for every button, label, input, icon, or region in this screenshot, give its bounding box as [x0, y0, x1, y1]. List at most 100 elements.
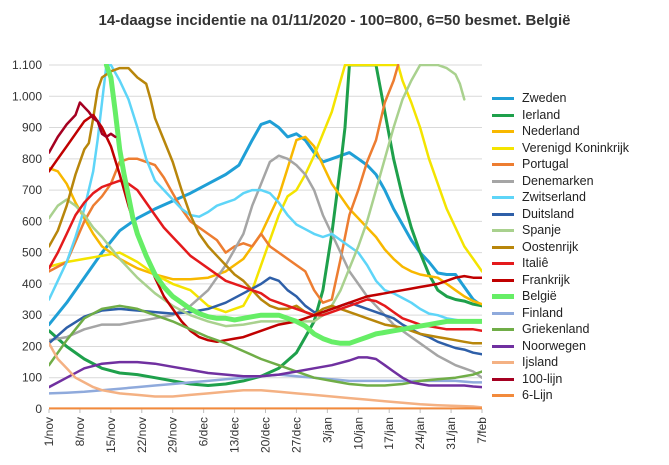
- legend-item-100-lijn: 100-lijn: [492, 371, 667, 388]
- legend-label: Griekenland: [522, 322, 590, 336]
- legend-swatch: [492, 245, 514, 249]
- legend-swatch: [492, 394, 514, 397]
- x-tick-label: 6/dec: [197, 417, 211, 446]
- legend-swatch: [492, 146, 514, 150]
- y-tick-label: 300: [22, 308, 42, 322]
- series-line-verenigd-koninkrijk: [49, 64, 482, 314]
- legend-label: Verenigd Koninkrijk: [522, 140, 630, 155]
- legend-swatch: [492, 262, 514, 265]
- legend-item-oostenrijk: Oostenrijk: [492, 239, 667, 256]
- legend-swatch: [492, 163, 514, 166]
- legend-item-frankrijk: Frankrijk: [492, 272, 667, 289]
- legend-swatch: [492, 179, 514, 183]
- legend-swatch: [492, 229, 514, 232]
- legend-label: 6-Lijn: [522, 388, 553, 402]
- series-line-100-lijn: [49, 101, 117, 154]
- legend-label: Ierland: [522, 107, 561, 122]
- x-tick-label: 17/jan: [382, 417, 396, 450]
- y-tick-label: 600: [22, 214, 42, 228]
- series-line-ierland: [49, 64, 482, 387]
- x-tick-label: 31/jan: [444, 417, 458, 450]
- x-tick-label: 3/jan: [320, 417, 334, 443]
- legend-label: Zweden: [522, 91, 567, 105]
- legend-label: Oostenrijk: [522, 239, 579, 254]
- legend-label: Denemarken: [522, 173, 594, 188]
- x-tick-label: 10/jan: [351, 417, 365, 450]
- legend-label: Duitsland: [522, 206, 575, 221]
- legend-item-zweden: Zweden: [492, 90, 667, 107]
- series-line-spanje: [49, 64, 466, 328]
- legend-item-denemarken: Denemarken: [492, 173, 667, 190]
- legend-item-6-lijn: 6-Lijn: [492, 387, 667, 404]
- series-line-noorwegen: [49, 356, 482, 389]
- legend-swatch: [492, 97, 514, 100]
- legend-label: 100-lijn: [522, 371, 563, 386]
- legend-swatch: [492, 311, 514, 315]
- series-line-belgi-: [103, 64, 482, 346]
- x-tick-label: 13/dec: [228, 417, 242, 453]
- legend-label: Finland: [522, 305, 563, 320]
- chart-title: 14-daagse incidentie na 01/11/2020 - 100…: [98, 12, 571, 29]
- x-tick-label: 7/feb: [475, 417, 489, 444]
- chart-legend: Zweden Ierland Nederland Verenigd Koninkrij…: [492, 90, 667, 404]
- legend-label: Frankrijk: [522, 272, 570, 287]
- legend-item-noorwegen: Noorwegen: [492, 338, 667, 355]
- x-tick-label: 20/dec: [259, 417, 273, 453]
- x-tick-label: 24/jan: [413, 417, 427, 450]
- legend-swatch: [492, 361, 514, 364]
- legend-item-verenigd-koninkrijk: Verenigd Koninkrijk: [492, 140, 667, 157]
- series-line-nederland: [49, 135, 482, 306]
- y-tick-label: 500: [22, 246, 42, 260]
- legend-swatch: [492, 130, 514, 133]
- series-line-denemarken: [49, 154, 482, 379]
- legend-swatch: [492, 344, 514, 348]
- y-tick-label: 100: [22, 371, 42, 385]
- legend-swatch: [492, 278, 514, 282]
- legend-swatch: [492, 294, 514, 299]
- series-line-frankrijk: [49, 113, 482, 344]
- y-tick-label: 200: [22, 339, 42, 353]
- y-tick-label: 700: [22, 183, 42, 197]
- legend-item-ierland: Ierland: [492, 107, 667, 124]
- series-group: [49, 64, 482, 410]
- legend-item-zwitserland: Zwitserland: [492, 189, 667, 206]
- legend-item-duitsland: Duitsland: [492, 206, 667, 223]
- legend-swatch: [492, 328, 514, 331]
- legend-item-portugal: Portugal: [492, 156, 667, 173]
- legend-item-itali-: Italiê: [492, 255, 667, 272]
- legend-item-ijsland: Ijsland: [492, 354, 667, 371]
- x-tick-label: 1/nov: [42, 417, 56, 446]
- y-tick-label: 1.100: [12, 58, 42, 72]
- legend-swatch: [492, 377, 514, 381]
- legend-item-belgi-: België: [492, 288, 667, 305]
- legend-swatch: [492, 212, 514, 216]
- legend-swatch: [492, 196, 514, 199]
- legend-label: Nederland: [522, 124, 580, 138]
- legend-label: België: [522, 289, 557, 303]
- y-tick-label: 0: [35, 402, 42, 416]
- legend-label: Noorwegen: [522, 338, 586, 353]
- x-tick-label: 29/nov: [166, 417, 180, 453]
- y-tick-label: 400: [22, 277, 42, 291]
- series-line-griekenland: [49, 304, 482, 387]
- legend-label: Spanje: [522, 223, 561, 237]
- legend-label: Portugal: [522, 157, 569, 171]
- x-tick-label: 8/nov: [73, 417, 87, 446]
- legend-label: Italiê: [522, 256, 549, 270]
- y-tick-label: 900: [22, 121, 42, 135]
- x-tick-label: 22/nov: [135, 417, 149, 453]
- legend-item-nederland: Nederland: [492, 123, 667, 140]
- x-tick-label: 27/dec: [289, 417, 303, 453]
- y-tick-label: 800: [22, 152, 42, 166]
- legend-item-finland: Finland: [492, 305, 667, 322]
- legend-label: Zwitserland: [522, 190, 586, 204]
- series-line-ijsland: [49, 342, 482, 409]
- y-tick-label: 1.000: [12, 89, 42, 103]
- x-tick-label: 15/nov: [104, 417, 118, 453]
- legend-item-spanje: Spanje: [492, 222, 667, 239]
- legend-swatch: [492, 113, 514, 117]
- legend-label: Ijsland: [522, 355, 559, 369]
- legend-item-griekenland: Griekenland: [492, 321, 667, 338]
